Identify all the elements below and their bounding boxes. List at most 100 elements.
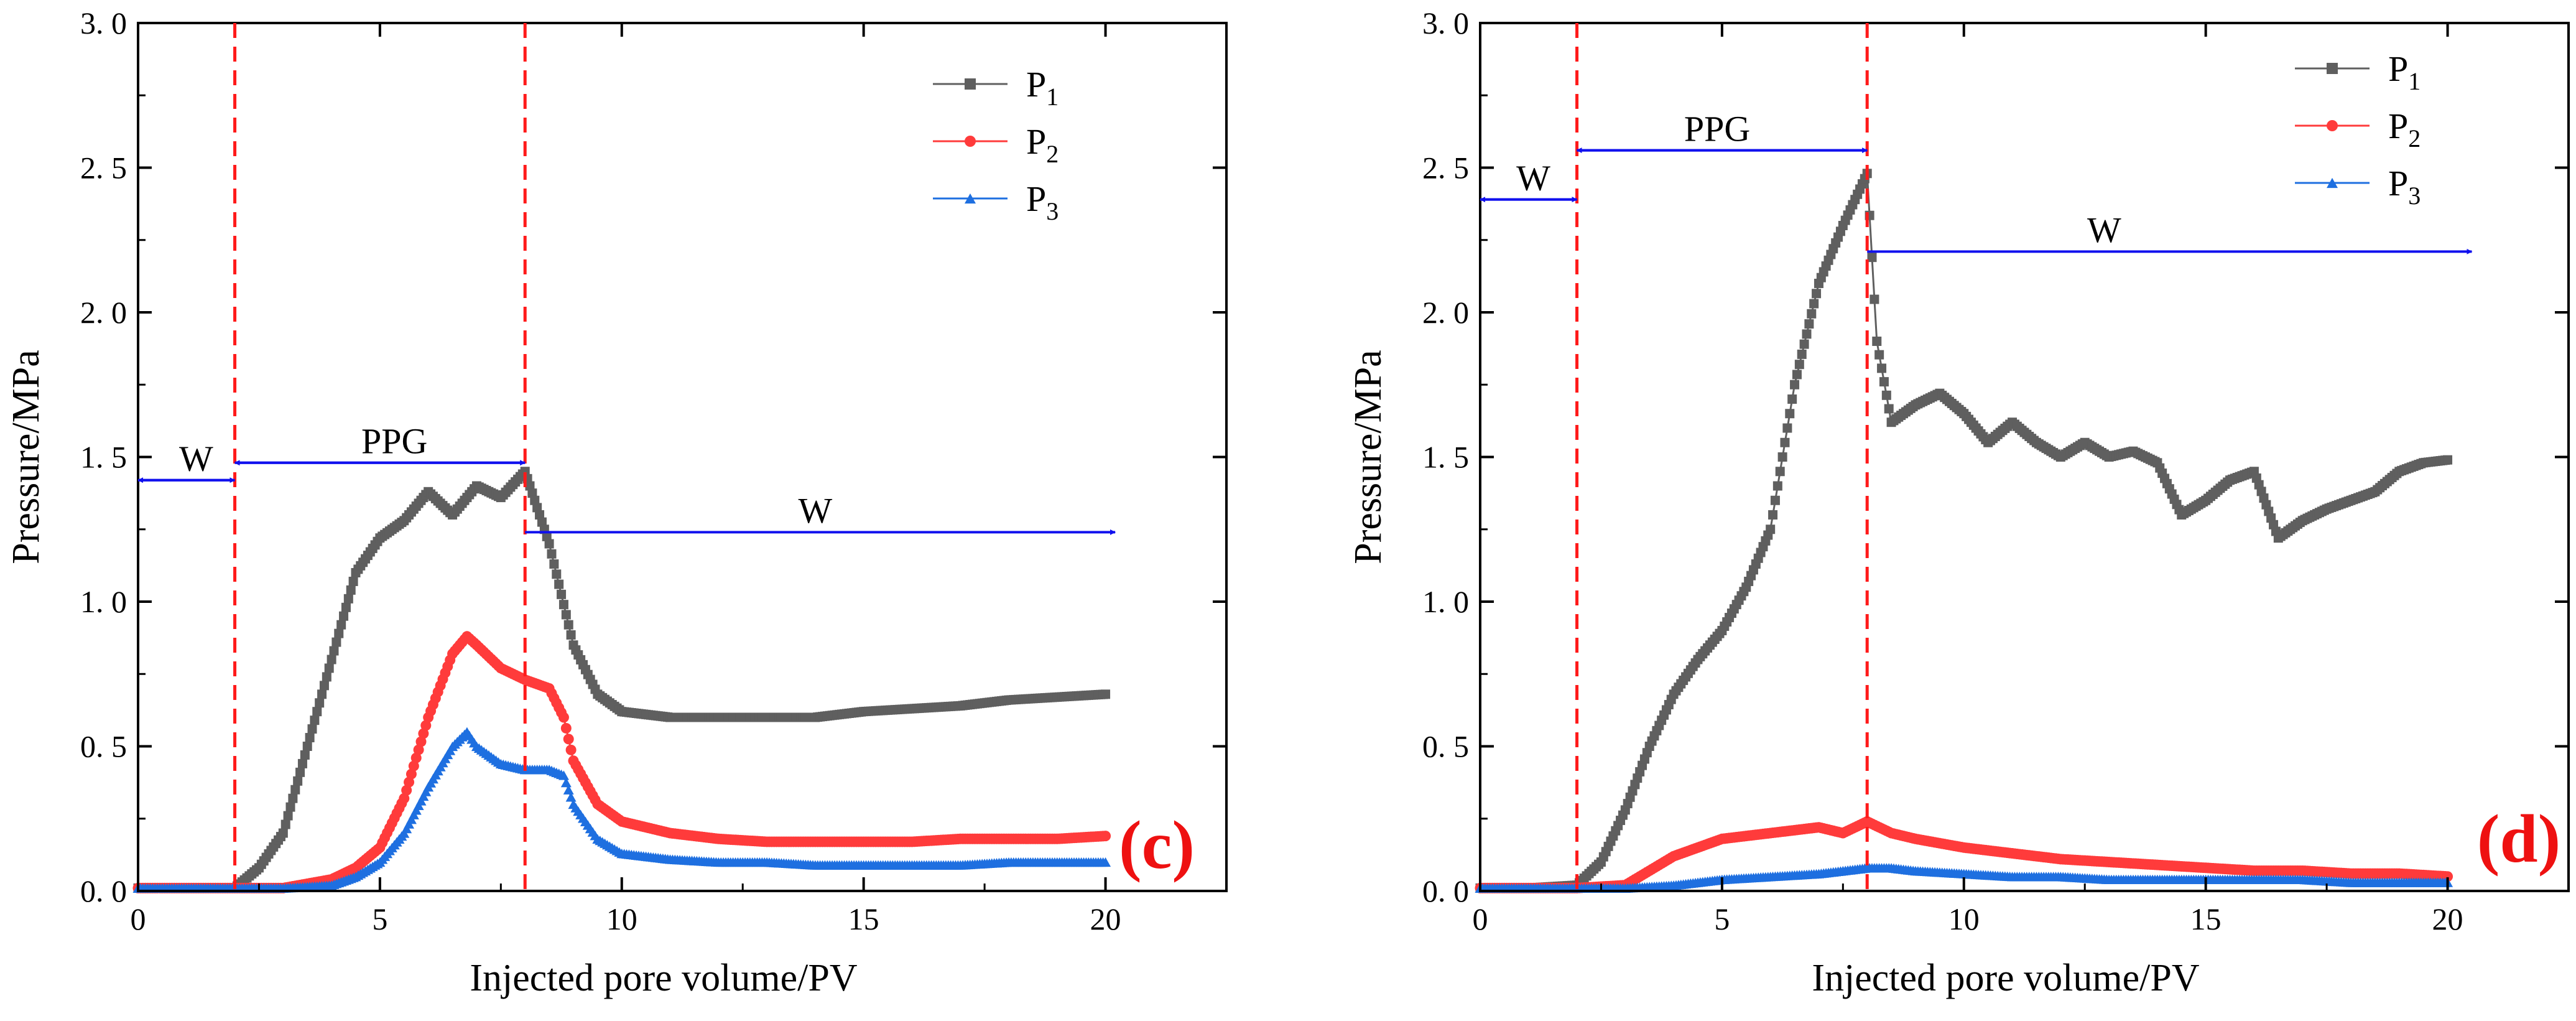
x-tick-label: 5	[372, 902, 387, 936]
series-p1-point	[1792, 370, 1802, 380]
series-p1-point	[293, 776, 303, 786]
panel-label: (d)	[2477, 801, 2560, 877]
y-tick-label: 2. 0	[1422, 295, 1469, 330]
chart-panel-d: 0 5 10 15 20 0. 0 0. 5 1. 0 1. 5 2. 0 2. 5 3. 0 Inje…	[1347, 6, 2570, 999]
x-tick-label: 20	[1090, 902, 1121, 936]
series-p1-point	[324, 663, 334, 673]
series-p1-point	[1777, 452, 1787, 462]
series-p1-point	[520, 467, 530, 477]
legend-entry: P1	[1026, 64, 1059, 111]
series-p1-point	[1872, 337, 1882, 346]
series-p1-point	[2443, 455, 2453, 465]
series-p1-point	[1768, 510, 1778, 520]
legend-entry: P2	[1026, 121, 1059, 168]
series-p1-point	[336, 620, 346, 630]
series-p3-point	[1100, 857, 1111, 867]
y-tick-label: 2. 0	[80, 295, 127, 330]
y-tick-label: 1. 5	[80, 440, 127, 475]
series-p1-point	[331, 637, 341, 647]
series-p1-point	[1782, 423, 1792, 433]
series-p1-point	[317, 689, 327, 699]
series-p1-point	[525, 481, 535, 491]
series-p1-point	[327, 655, 336, 664]
series-p1-point	[544, 539, 554, 549]
series-p1-point	[278, 828, 288, 838]
y-tick-label: 3. 0	[80, 6, 127, 40]
series-p1-point	[1797, 349, 1807, 359]
legend-swatch-marker	[2327, 63, 2338, 74]
series-p1-point	[566, 630, 576, 640]
series-p3-point	[560, 777, 572, 788]
series-p2-point	[399, 793, 410, 804]
legend-entry-subscript: 2	[2408, 124, 2421, 152]
legend-entry-subscript: 2	[1046, 140, 1059, 168]
series-p1-point	[339, 611, 349, 621]
series-p1-point	[1785, 409, 1795, 419]
series-p1-point	[300, 750, 310, 760]
series-p1-point	[552, 569, 562, 579]
series-p1-point	[530, 495, 540, 505]
series-p1-point	[290, 785, 300, 795]
series-p2-point	[418, 728, 429, 739]
series-p1-line	[1480, 173, 2448, 889]
series-p3	[132, 727, 1111, 893]
phase-label: PPG	[361, 421, 427, 462]
legend-entry-name: P	[2388, 106, 2408, 146]
series-p1-point	[280, 819, 290, 829]
series-p1-point	[532, 503, 542, 513]
series-p3-point	[563, 785, 574, 795]
series-p1-point	[307, 724, 317, 734]
x-tick-label: 0	[131, 902, 146, 936]
series-p2-point	[558, 712, 569, 723]
series-p1-point	[348, 576, 358, 586]
x-tick-label: 15	[2190, 902, 2222, 936]
series-p1-point	[334, 628, 344, 638]
legend-entry-name: P	[2388, 49, 2408, 89]
series-p1-point	[283, 811, 293, 821]
series-p1-point	[1807, 309, 1817, 319]
phase-label: W	[179, 438, 213, 478]
series-p1	[1475, 169, 2453, 893]
series-p1-point	[1775, 467, 1785, 477]
series-p1-point	[549, 559, 559, 569]
y-tick-label: 1. 0	[1422, 584, 1469, 619]
series-p2-point	[404, 776, 415, 788]
series-p1-point	[1884, 404, 1894, 414]
series-p1-point	[315, 698, 325, 708]
series-p1-point	[341, 602, 351, 612]
panel-label: (c)	[1119, 807, 1195, 883]
series-p1-point	[297, 758, 307, 768]
legend-swatch-marker	[965, 78, 976, 90]
series-p1-point	[322, 672, 331, 682]
series-p2-point	[560, 722, 572, 734]
x-tick-label: 10	[606, 902, 637, 936]
series-p1-point	[558, 600, 568, 610]
x-tick-label: 0	[1473, 902, 1488, 936]
series-p1-point	[547, 549, 557, 559]
series-p1-point	[1804, 319, 1814, 329]
x-tick-label: 15	[848, 902, 879, 936]
series-p2-point	[415, 736, 427, 747]
series-p3-point	[558, 770, 569, 780]
series-p1-point	[563, 620, 573, 630]
legend-entry-subscript: 1	[2408, 67, 2421, 95]
phase-label: W	[1516, 157, 1550, 198]
legend-entry: P1	[2388, 49, 2421, 95]
series-p1-point	[1772, 481, 1782, 491]
legend-entry-name: P	[1026, 64, 1046, 105]
phase-label: W	[799, 490, 833, 531]
series-p1-point	[1799, 339, 1809, 349]
legend-entry-subscript: 3	[2408, 182, 2421, 210]
series-p1-point	[1766, 524, 1776, 534]
series-p2-point	[565, 744, 577, 755]
y-tick-label: 1. 0	[80, 584, 127, 619]
series-p1-point	[310, 716, 320, 725]
phase-label: W	[2087, 210, 2121, 250]
x-tick-label: 5	[1714, 902, 1730, 936]
series-p2-point	[405, 768, 417, 780]
series-p1-point	[312, 707, 322, 717]
legend-entry: P2	[2388, 106, 2421, 152]
series-p2-point	[408, 760, 419, 772]
